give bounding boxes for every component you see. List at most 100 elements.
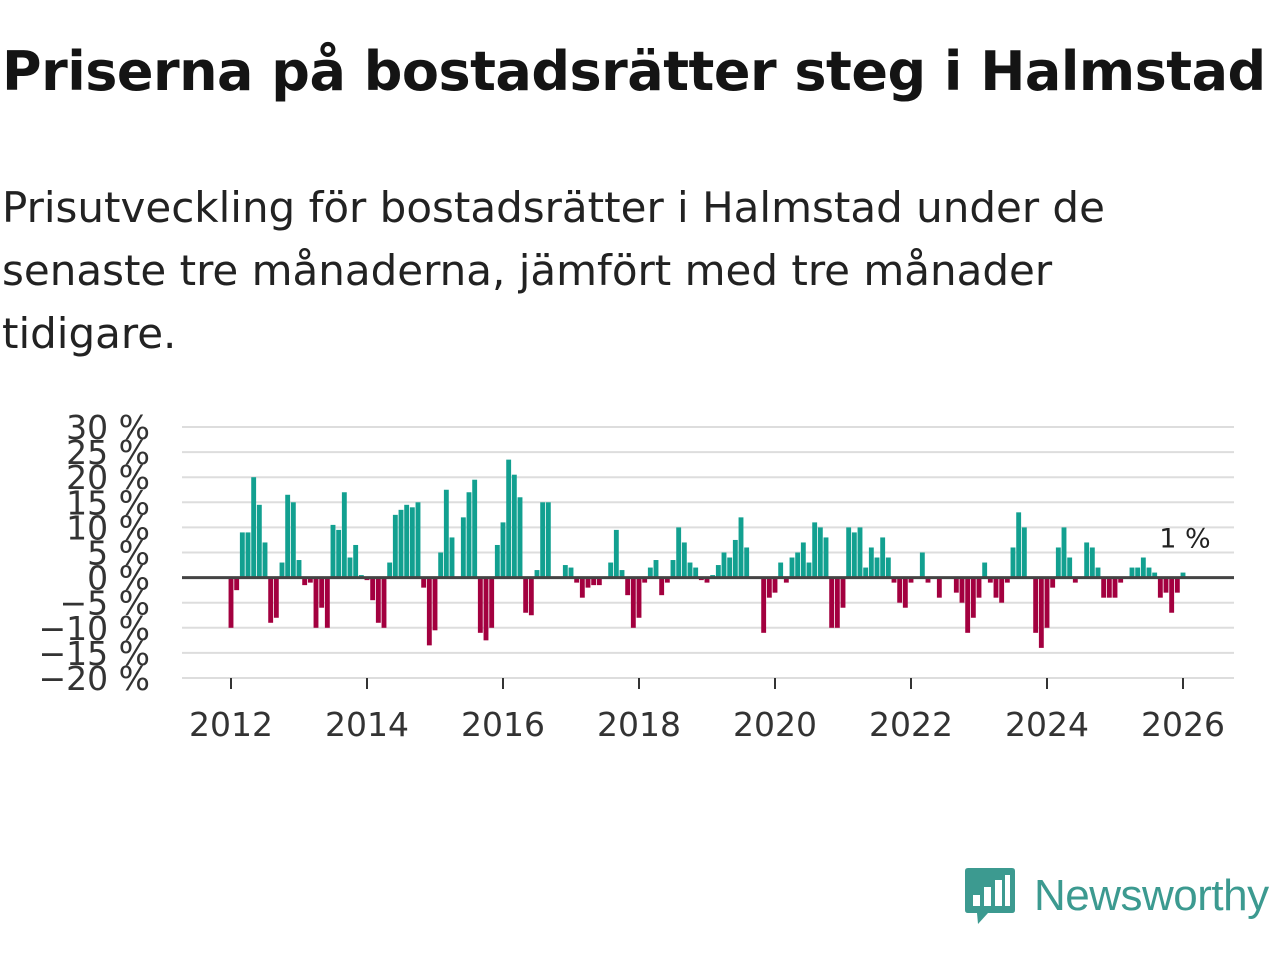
bar [415,502,421,578]
bar [625,577,631,596]
bar [1010,547,1016,578]
bar [687,562,693,578]
bar [285,494,291,578]
bar [619,570,625,578]
bar [324,577,330,628]
bar [375,577,381,623]
page-title: Priserna på bostadsrätter steg i Halmsta… [2,40,1266,103]
x-axis: 2012 2014 2016 2018 2020 2022 2024 2026 [189,678,1225,744]
bar [936,577,942,598]
bar [1135,567,1141,578]
bar [1016,512,1022,578]
bar [874,557,880,578]
bar [919,552,925,578]
bar [953,577,959,593]
bar [596,577,602,586]
bar [1157,577,1163,598]
bar [1152,572,1158,578]
bar [1044,577,1050,628]
bar [664,577,670,583]
y-tick-label: 30 % [66,408,150,447]
bar [795,552,801,578]
bar [851,532,857,578]
y-tick-label: 15 % [66,483,150,522]
bar [1038,577,1044,648]
bar [432,577,438,631]
bar [846,527,852,578]
bar [834,577,840,628]
bar [1067,557,1073,578]
newsworthy-logo: Newsworthy [964,866,1269,926]
bar [857,527,863,578]
x-tick-label: 2014 [325,705,409,744]
bar [608,562,614,578]
bar [398,509,404,578]
bar [251,477,257,578]
bar [500,522,506,578]
bar [1004,577,1010,583]
bar-chart: 30 %25 %20 %15 %10 %5 %0 %−5 %−10 %−15 %… [39,408,1234,744]
bar [1084,542,1090,578]
bar [1169,577,1175,613]
bar [817,527,823,578]
bar [1055,547,1061,578]
bar [381,577,387,628]
x-tick-label: 2018 [597,705,681,744]
bar [993,577,999,598]
bar [761,577,767,633]
bar [681,542,687,578]
bar [313,577,319,628]
bar [1072,577,1078,583]
bar [693,567,699,578]
bar [976,577,982,598]
bar [579,577,585,598]
bar [302,577,308,586]
bar [568,567,574,578]
bar [1129,567,1135,578]
bar [766,577,772,598]
bar [438,552,444,578]
bar [336,529,342,578]
bar [829,577,835,628]
bar [268,577,274,623]
bar [511,474,517,578]
bar [1095,567,1101,578]
bars [228,459,1186,648]
bar [613,529,619,578]
bar [574,577,580,583]
bar [421,577,427,588]
bar [772,577,778,593]
bar [1089,547,1095,578]
bar [1174,577,1180,593]
bar [1021,527,1027,578]
bar [1101,577,1107,598]
bar [1118,577,1124,583]
bar [273,577,279,618]
bar [840,577,846,608]
bar [1106,577,1112,598]
bar [715,565,721,578]
bar [863,567,869,578]
y-tick-label: −10 % [39,609,151,648]
bar [466,492,472,578]
bar [636,577,642,618]
bar [1050,577,1056,588]
x-tick-label: 2016 [461,705,545,744]
bar [908,577,914,583]
bar [823,537,829,578]
bar [330,524,336,578]
bar [783,577,789,583]
bar [562,565,568,578]
bar [925,577,931,583]
bar [965,577,971,633]
bar [319,577,325,608]
bar [392,514,398,578]
bar [732,539,738,578]
bar [449,537,455,578]
bar [812,522,818,578]
x-tick-label: 2024 [1005,705,1089,744]
bar [744,547,750,578]
bar [789,557,795,578]
x-tick-label: 2020 [733,705,817,744]
bar [970,577,976,618]
